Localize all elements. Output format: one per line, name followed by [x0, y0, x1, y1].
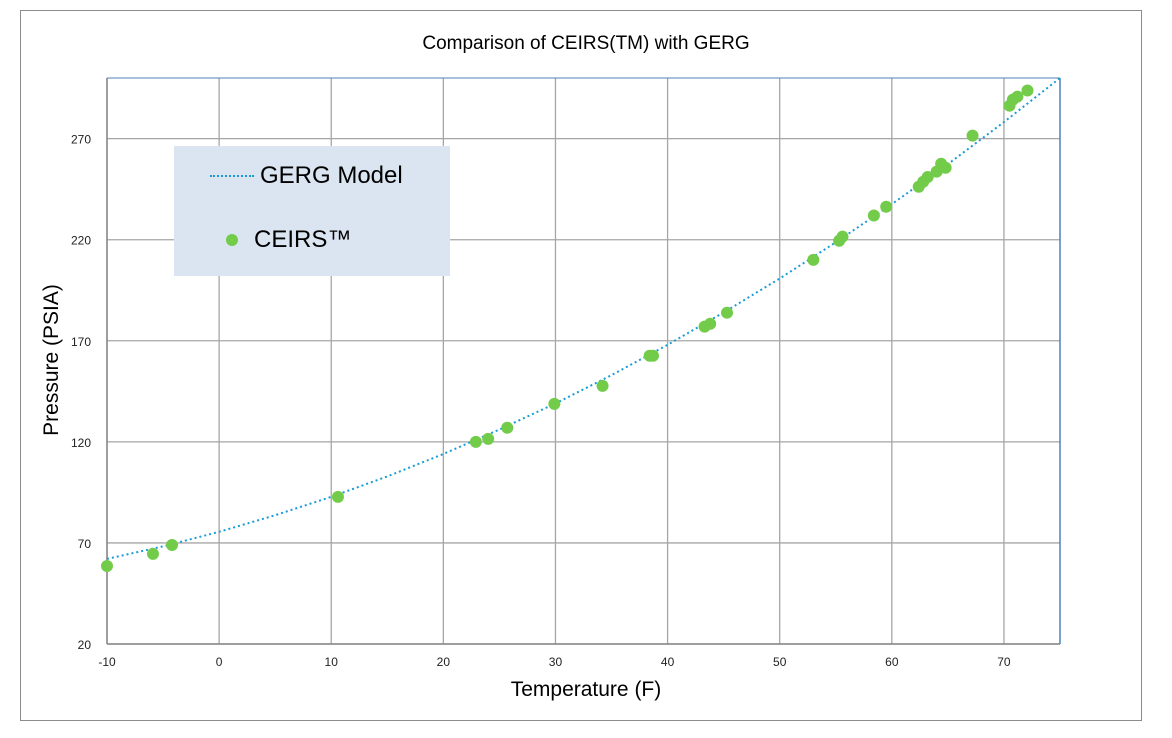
x-tick-label: 0: [216, 655, 223, 669]
y-axis-label: Pressure (PSIA): [40, 284, 63, 436]
ceirs-data-point: [1021, 84, 1034, 97]
x-tick-label: 20: [437, 655, 451, 669]
chart-frame: [20, 10, 1142, 721]
ceirs-data-point: [1011, 90, 1024, 103]
x-tick-label: 70: [997, 655, 1011, 669]
ceirs-data-point: [921, 171, 934, 184]
x-tick-label: 10: [325, 655, 339, 669]
ceirs-data-point: [331, 490, 344, 503]
x-tick-label: 50: [773, 655, 787, 669]
ceirs-data-point: [647, 349, 660, 362]
ceirs-data-point: [880, 200, 893, 213]
ceirs-data-point: [939, 161, 952, 174]
ceirs-data-point: [721, 306, 734, 319]
legend: GERG Model CEIRS™: [174, 146, 450, 276]
x-tick-label: 40: [661, 655, 675, 669]
ceirs-data-point: [966, 129, 979, 142]
marker-dot-icon: [226, 234, 238, 246]
legend-label: GERG Model: [260, 162, 403, 189]
ceirs-data-point: [704, 317, 717, 330]
ceirs-data-point: [146, 547, 159, 560]
y-tick-label: 270: [71, 133, 91, 147]
x-tick-label: 60: [885, 655, 899, 669]
ceirs-data-point: [101, 559, 113, 572]
y-tick-label: 120: [71, 436, 91, 450]
legend-item-ceirs: CEIRS™: [210, 226, 351, 254]
ceirs-data-point: [166, 538, 179, 551]
x-tick-label: -10: [98, 655, 116, 669]
ceirs-data-point: [501, 421, 514, 434]
legend-item-gerg: GERG Model: [210, 162, 403, 190]
ceirs-data-point: [836, 230, 849, 243]
y-tick-label: 70: [78, 537, 92, 551]
dotted-line-icon: [210, 175, 254, 177]
ceirs-data-point: [548, 397, 561, 410]
x-axis-label: Temperature (F): [510, 678, 662, 701]
x-tick-label: 30: [549, 655, 563, 669]
ceirs-data-point: [482, 432, 495, 445]
chart-title: Comparison of CEIRS(TM) with GERG: [422, 33, 750, 54]
ceirs-data-point: [867, 209, 880, 222]
legend-label: CEIRS™: [254, 226, 352, 253]
y-tick-label: 220: [71, 234, 91, 248]
ceirs-data-point: [596, 379, 609, 392]
ceirs-data-point: [807, 253, 820, 266]
y-tick-label: 20: [78, 638, 92, 652]
y-tick-label: 170: [71, 335, 91, 349]
ceirs-data-point: [469, 435, 482, 448]
